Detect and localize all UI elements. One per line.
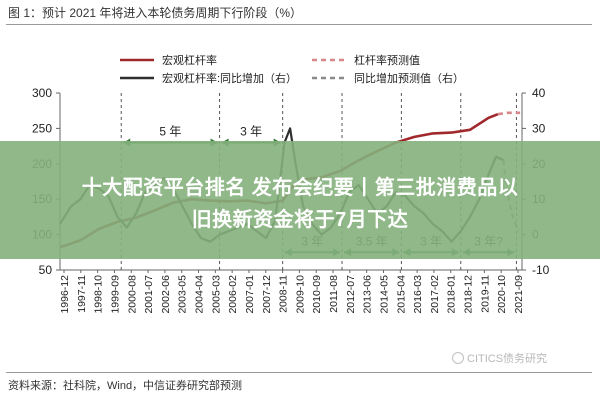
x-tick-label: 2003-05 [177,275,189,314]
cycle-label: 3 年 [240,125,262,139]
x-tick-label: 1999-09 [109,275,121,314]
legend-label: 宏观杠杆率 [162,53,217,67]
overlay-headline-line2[interactable]: 旧换新资金将于7月下达 [191,209,409,231]
x-tick-label: 2000-08 [126,275,138,314]
x-tick-label: 2007-12 [261,275,273,314]
legend-label: 同比增加预测值（右） [354,71,464,85]
watermark-logo-icon [452,352,464,364]
watermark-text: CITICS债务研究 [467,353,548,365]
bottom-divider [6,372,592,373]
x-tick-label: 1997-11 [76,275,88,313]
top-divider [6,24,592,25]
x-tick-label: 2013-06 [362,275,374,314]
y-right-tick-label: -10 [532,263,550,277]
figure-title: 图 1：预计 2021 年将进入本轮债务周期下行阶段（%） [8,6,303,20]
x-tick-label: 2001-07 [143,275,155,314]
watermark: CITICS债务研究 [452,350,547,366]
x-tick-label: 2012-07 [345,275,357,314]
y-right-tick-label: 40 [532,86,546,100]
x-tick-label: 2020-10 [496,275,508,314]
x-tick-label: 2010-09 [311,275,323,314]
y-right-tick-label: 30 [532,121,546,135]
legend-label: 杠杆率预测值 [354,53,420,67]
x-tick-label: 1996-12 [59,275,71,314]
x-tick-label: 2011-08 [328,275,340,313]
ad-overlay-banner[interactable] [0,141,600,259]
x-tick-label: 2016-03 [412,275,424,314]
y-left-tick-label: 50 [39,263,53,277]
x-tick-label: 2018-01 [446,275,458,314]
x-tick-label: 2015-04 [395,275,407,314]
series-line [497,111,521,116]
x-tick-label: 2014-05 [378,275,390,314]
y-left-tick-label: 300 [32,86,52,100]
x-tick-label: 2005-03 [210,275,222,314]
x-tick-label: 2002-06 [160,275,172,314]
figure-source: 资料来源：社科院，Wind，中信证券研究部预测 [8,380,243,392]
x-tick-label: 2007-01 [244,275,256,314]
cycle-label: 5 年 [159,125,181,139]
x-tick-label: 2004-04 [194,275,206,314]
legend-label: 宏观杠杆率:同比增加（右） [162,71,297,85]
y-left-tick-label: 250 [32,121,52,135]
x-tick-label: 2019-11 [479,275,491,313]
x-tick-label: 2021-09 [513,275,525,314]
x-tick-label: 2017-02 [429,275,441,314]
x-tick-label: 2008-11 [278,275,290,313]
x-tick-label: 1998-10 [93,275,105,314]
x-tick-label: 2018-12 [463,275,475,314]
x-tick-label: 2009-10 [294,275,306,314]
overlay-headline-line1[interactable]: 十大配资平台排名 发布会纪要丨第三批消费品以 [81,177,519,199]
x-tick-label: 2006-02 [227,275,239,314]
